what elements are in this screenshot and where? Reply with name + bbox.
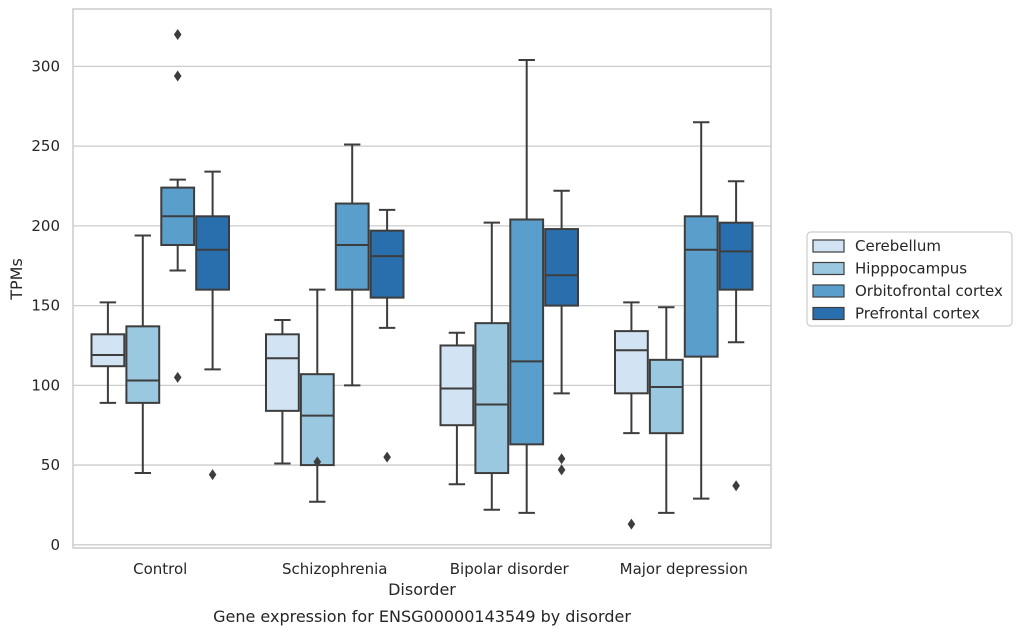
box-body — [613, 330, 649, 395]
chart-caption: Gene expression for ENSG00000143549 by d… — [213, 607, 631, 626]
legend-label: Prefrontal cortex — [855, 305, 980, 323]
box — [90, 301, 126, 404]
legend-swatch — [812, 306, 845, 321]
legend-label: Hipppocampus — [855, 260, 967, 278]
plot-frame — [72, 8, 772, 549]
outlier-point — [173, 29, 182, 41]
box — [648, 306, 684, 514]
outlier-point — [173, 70, 182, 82]
box — [509, 59, 545, 514]
box-body — [439, 344, 475, 427]
outlier-point — [208, 469, 217, 481]
outlier-point — [732, 480, 740, 492]
plot-area — [72, 8, 772, 549]
x-tick-label: Schizophrenia — [282, 560, 387, 578]
legend-label: Orbitofrontal cortex — [855, 282, 1003, 300]
box-body — [683, 215, 719, 358]
outlier-point — [313, 456, 322, 468]
box — [683, 121, 719, 500]
box — [264, 318, 300, 465]
x-tick-label: Bipolar disorder — [450, 560, 570, 578]
box-body — [195, 215, 231, 291]
box — [125, 234, 161, 475]
y-tick-label: 300 — [31, 57, 60, 75]
plot-background — [73, 9, 771, 548]
box — [474, 221, 510, 511]
box — [718, 180, 754, 492]
box-body — [718, 221, 754, 291]
x-tick-label: Control — [133, 560, 187, 578]
y-axis: 0 50 100 150 200 250 300 — [31, 57, 60, 553]
y-axis-label: TPMs — [7, 258, 26, 301]
y-tick-label: 150 — [31, 297, 60, 315]
box-body — [509, 218, 545, 446]
legend-label: Cerebellum — [855, 237, 941, 255]
box-body — [299, 373, 335, 467]
outlier-point — [557, 464, 566, 476]
outlier-point — [173, 371, 182, 383]
box — [160, 29, 196, 383]
box-body — [369, 229, 405, 299]
legend: Cerebellum Hipppocampus Orbitofrontal cort… — [806, 231, 1013, 327]
box — [334, 143, 370, 387]
y-tick-label: 100 — [31, 376, 60, 394]
x-tick-label: Major depression — [620, 560, 748, 578]
legend-box — [806, 231, 1013, 327]
box — [439, 331, 475, 486]
x-axis: Control Schizophrenia Bipolar disorder Majo… — [133, 560, 748, 578]
legend-swatch — [812, 239, 845, 253]
y-tick-label: 50 — [41, 456, 60, 474]
box — [613, 301, 649, 530]
box-body — [544, 228, 580, 307]
y-tick-label: 250 — [31, 137, 60, 155]
box-body — [264, 333, 300, 412]
y-tick-label: 0 — [50, 536, 60, 554]
outlier-point — [383, 451, 391, 463]
box-body — [474, 322, 510, 475]
box — [544, 189, 580, 476]
outlier-point — [557, 453, 566, 465]
box-body — [125, 325, 161, 404]
box-body — [90, 333, 126, 368]
box — [195, 170, 231, 481]
legend-swatch — [812, 261, 845, 276]
outlier-point — [627, 518, 636, 530]
box — [369, 208, 405, 463]
y-tick-label: 200 — [31, 217, 60, 235]
x-axis-label: Disorder — [388, 580, 456, 599]
box — [299, 288, 335, 503]
box-body — [334, 202, 370, 291]
box-body — [648, 358, 684, 435]
legend-swatch — [812, 284, 845, 298]
